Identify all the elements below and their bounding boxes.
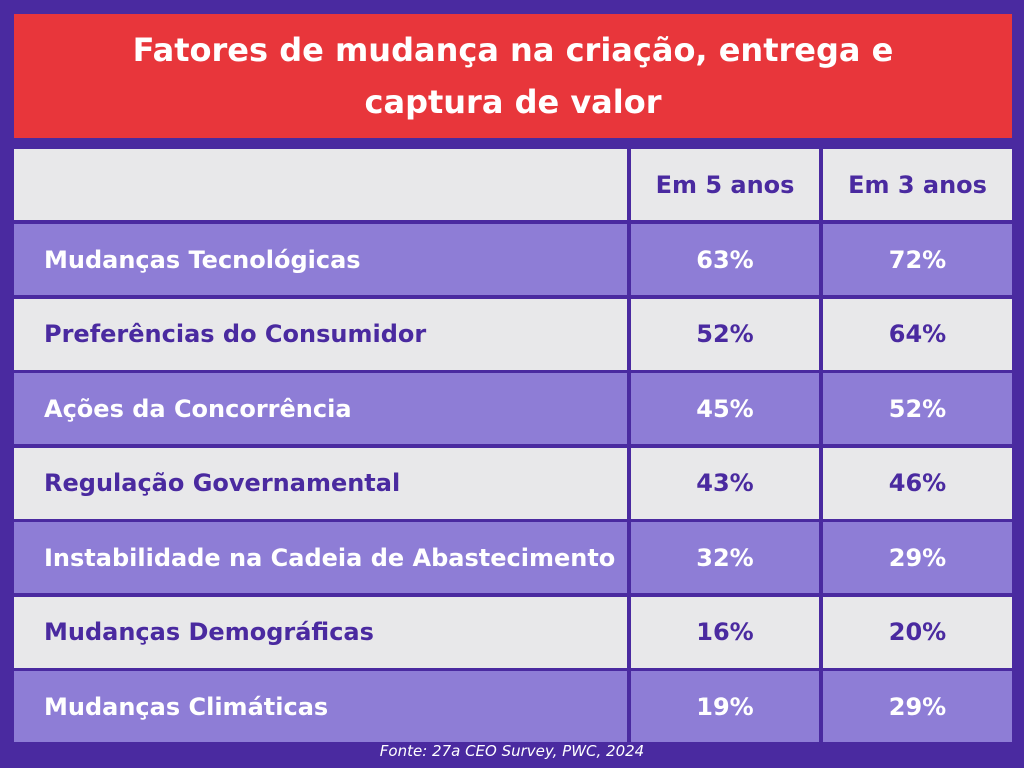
value-em-3-anos: 64% xyxy=(823,298,1012,370)
source-note: Fonte: 27a CEO Survey, PWC, 2024 xyxy=(379,742,645,760)
row-label: Preferências do Consumidor xyxy=(14,298,627,370)
row-label: Mudanças Tecnológicas xyxy=(14,224,627,295)
row-label: Instabilidade na Cadeia de Abastecimento xyxy=(14,522,627,593)
header-cell-em-3-anos: Em 3 anos xyxy=(823,149,1012,220)
value-em-3-anos: 46% xyxy=(823,447,1012,519)
value-em-5-anos: 43% xyxy=(631,447,819,519)
row-label: Mudanças Demográficas xyxy=(14,596,627,668)
chart-title: Fatores de mudança na criação, entrega e… xyxy=(132,31,894,121)
value-em-3-anos: 29% xyxy=(823,522,1012,593)
header-cell-empty xyxy=(14,149,627,220)
value-em-5-anos: 52% xyxy=(631,298,819,370)
value-em-3-anos: 72% xyxy=(823,224,1012,295)
value-em-5-anos: 19% xyxy=(631,671,819,742)
row-label: Ações da Concorrência xyxy=(14,373,627,444)
value-em-3-anos: 20% xyxy=(823,596,1012,668)
row-label: Regulação Governamental xyxy=(14,447,627,519)
value-em-5-anos: 63% xyxy=(631,224,819,295)
value-em-3-anos: 52% xyxy=(823,373,1012,444)
value-em-3-anos: 29% xyxy=(823,671,1012,742)
value-em-5-anos: 32% xyxy=(631,522,819,593)
value-em-5-anos: 45% xyxy=(631,373,819,444)
header-cell-em-5-anos: Em 5 anos xyxy=(631,149,819,220)
title-banner: Fatores de mudança na criação, entrega e… xyxy=(14,14,1012,138)
value-em-5-anos: 16% xyxy=(631,596,819,668)
row-label: Mudanças Climáticas xyxy=(14,671,627,742)
